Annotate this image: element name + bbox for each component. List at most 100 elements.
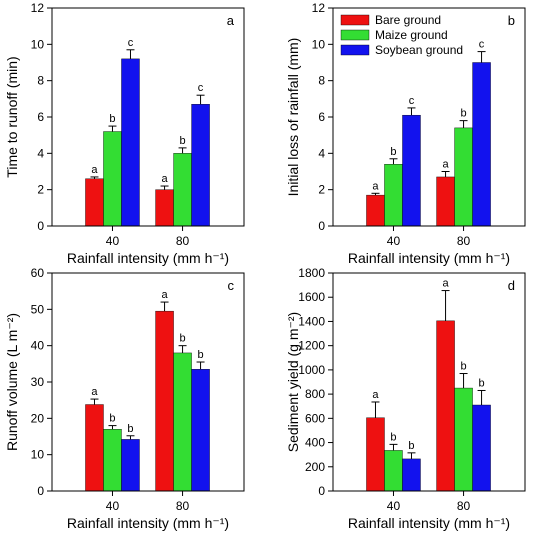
significance-letter: c bbox=[198, 82, 204, 94]
y-tick-label: 4 bbox=[318, 146, 325, 160]
bar-b-80-series1 bbox=[454, 127, 473, 227]
bar-d-40-series2 bbox=[402, 458, 421, 492]
legend-label: Soybean ground bbox=[375, 43, 463, 57]
y-tick-label: 0 bbox=[318, 484, 325, 498]
significance-letter: a bbox=[161, 289, 168, 301]
bar-b-40-series1 bbox=[384, 164, 403, 227]
significance-letter: b bbox=[390, 146, 396, 158]
legend-item-0: Bare ground bbox=[340, 13, 441, 27]
y-tick-label: 2 bbox=[37, 183, 44, 197]
significance-letter: b bbox=[109, 113, 115, 125]
panel-label: c bbox=[228, 278, 235, 293]
plot-frame bbox=[51, 272, 245, 492]
significance-letter: b bbox=[460, 361, 466, 373]
x-tick-label: 40 bbox=[106, 234, 120, 248]
y-tick-label: 800 bbox=[305, 387, 325, 401]
y-tick-label: 30 bbox=[31, 375, 45, 389]
significance-letter: b bbox=[390, 431, 396, 443]
significance-letter: b bbox=[179, 135, 185, 147]
chart-panel-d: abb40abb80020040060080010001200140016001… bbox=[285, 266, 526, 531]
x-tick-label: 40 bbox=[387, 234, 401, 248]
significance-letter: a bbox=[91, 164, 98, 176]
y-tick-label: 20 bbox=[31, 411, 45, 425]
significance-letter: b bbox=[179, 333, 185, 345]
bar-c-80-series0 bbox=[155, 310, 174, 492]
bar-c-40-series2 bbox=[121, 439, 140, 492]
x-tick-label: 40 bbox=[387, 499, 401, 513]
significance-letter: b bbox=[460, 108, 466, 120]
y-tick-label: 0 bbox=[37, 219, 44, 233]
legend-item-2: Soybean ground bbox=[340, 43, 463, 57]
y-tick-label: 10 bbox=[31, 448, 45, 462]
significance-letter: a bbox=[161, 173, 168, 185]
significance-letter: a bbox=[442, 159, 449, 171]
bar-c-40-series1 bbox=[103, 429, 122, 492]
y-tick-label: 0 bbox=[37, 484, 44, 498]
bar-a-80-series1 bbox=[173, 153, 192, 227]
y-tick-label: 4 bbox=[37, 146, 44, 160]
significance-letter: b bbox=[197, 349, 203, 361]
significance-letter: a bbox=[442, 278, 449, 290]
y-tick-label: 2 bbox=[318, 183, 325, 197]
bar-b-40-series2 bbox=[402, 114, 421, 227]
y-tick-label: 1000 bbox=[298, 363, 325, 377]
y-tick-label: 40 bbox=[31, 339, 45, 353]
plot-frame bbox=[51, 7, 245, 227]
bar-d-80-series0 bbox=[436, 320, 455, 492]
significance-letter: b bbox=[127, 423, 133, 435]
y-axis-label: Initial loss of rainfall (mm) bbox=[285, 38, 301, 197]
chart-panel-a: a b c 40 a b c 80 0 2 4 6 8 10 12 a Rainfall intensity (… bbox=[4, 1, 245, 266]
x-tick-label: 80 bbox=[176, 499, 190, 513]
y-tick-label: 1400 bbox=[298, 314, 325, 328]
y-axis-label: Sediment yield (g m⁻²) bbox=[285, 312, 301, 452]
bar-d-80-series1 bbox=[454, 387, 473, 492]
panel-label: d bbox=[508, 278, 515, 293]
y-tick-label: 1600 bbox=[298, 290, 325, 304]
y-axis-label: Runoff volume (L m⁻²) bbox=[4, 313, 20, 451]
x-tick-label: 40 bbox=[106, 499, 120, 513]
y-tick-label: 200 bbox=[305, 460, 325, 474]
y-axis-label: Time to runoff (min) bbox=[4, 56, 20, 177]
y-tick-label: 12 bbox=[31, 1, 45, 15]
panel-label: a bbox=[227, 13, 235, 28]
significance-letter: a bbox=[91, 386, 98, 398]
x-axis-label: Rainfall intensity (mm h⁻¹) bbox=[348, 515, 510, 531]
plot-frame bbox=[332, 7, 526, 227]
x-tick-label: 80 bbox=[457, 499, 471, 513]
y-tick-label: 600 bbox=[305, 411, 325, 425]
y-tick-label: 8 bbox=[318, 74, 325, 88]
legend-label: Bare ground bbox=[375, 13, 441, 27]
significance-letter: c bbox=[479, 39, 485, 51]
significance-letter: c bbox=[409, 95, 415, 107]
legend-swatch bbox=[340, 14, 370, 26]
bar-d-80-series2 bbox=[472, 404, 491, 492]
bar-c-80-series2 bbox=[191, 369, 210, 492]
significance-letter: b bbox=[408, 440, 414, 452]
bar-d-40-series1 bbox=[384, 450, 403, 492]
bar-b-80-series0 bbox=[436, 176, 455, 227]
x-tick-label: 80 bbox=[457, 234, 471, 248]
y-tick-label: 10 bbox=[312, 37, 326, 51]
bar-d-40-series0 bbox=[366, 417, 385, 492]
significance-letter: b bbox=[478, 377, 484, 389]
y-tick-label: 12 bbox=[312, 1, 326, 15]
y-tick-label: 6 bbox=[318, 110, 325, 124]
significance-letter: b bbox=[109, 413, 115, 425]
bar-a-80-series0 bbox=[155, 189, 174, 227]
x-axis-label: Rainfall intensity (mm h⁻¹) bbox=[67, 250, 229, 266]
y-tick-label: 8 bbox=[37, 74, 44, 88]
significance-letter: c bbox=[128, 37, 134, 49]
legend-label: Maize ground bbox=[375, 28, 448, 42]
significance-letter: a bbox=[372, 180, 379, 192]
y-tick-label: 1200 bbox=[298, 339, 325, 353]
panel-label: b bbox=[508, 13, 515, 28]
significance-letter: a bbox=[372, 389, 379, 401]
y-tick-label: 6 bbox=[37, 110, 44, 124]
plot-frame bbox=[332, 272, 526, 492]
bar-a-40-series2 bbox=[121, 58, 140, 227]
bar-a-40-series1 bbox=[103, 131, 122, 227]
y-tick-label: 60 bbox=[31, 266, 45, 280]
